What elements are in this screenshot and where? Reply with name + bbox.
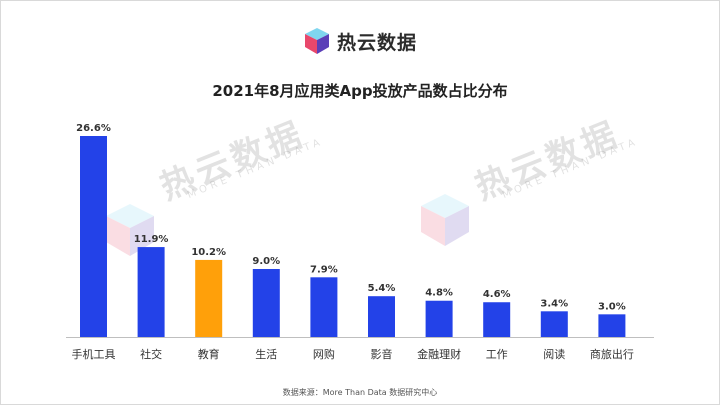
bar-1 [137, 247, 165, 337]
bar-5 [368, 296, 395, 337]
data-label-3: 9.0% [252, 256, 280, 267]
logo-cube-icon [304, 28, 329, 54]
bar-9 [598, 314, 626, 337]
data-label-6: 4.8% [425, 288, 453, 299]
category-label-4: 网购 [313, 347, 335, 361]
category-label-3: 生活 [255, 347, 277, 361]
category-label-0: 手机工具 [72, 347, 116, 361]
bar-6 [425, 300, 453, 337]
data-label-2: 10.2% [191, 247, 226, 258]
source-note: 数据来源：More Than Data 数据研究中心 [282, 388, 438, 397]
bar-3 [252, 268, 280, 337]
data-label-4: 7.9% [310, 264, 338, 275]
category-label-8: 阅读 [543, 347, 565, 361]
brand-logo: 热云数据 [0, 24, 720, 58]
data-label-1: 11.9% [134, 234, 169, 245]
category-label-6: 金融理财 [417, 347, 461, 361]
category-label-2: 教育 [198, 347, 220, 361]
data-label-0: 26.6% [76, 123, 111, 134]
category-label-9: 商旅出行 [590, 347, 634, 361]
chart-title: 2021年8月应用类App投放产品数占比分布 [212, 82, 508, 100]
bar-0 [80, 136, 107, 337]
data-label-9: 3.0% [598, 301, 626, 312]
data-label-8: 3.4% [540, 298, 568, 309]
data-label-5: 5.4% [368, 283, 396, 294]
category-label-5: 影音 [371, 347, 393, 361]
brand-name: 热云数据 [336, 31, 417, 54]
category-label-7: 工作 [486, 348, 508, 361]
data-label-7: 4.6% [483, 289, 511, 300]
bar-4 [310, 277, 338, 337]
bar-7 [483, 302, 511, 337]
bar-8 [540, 311, 568, 337]
category-label-1: 社交 [140, 347, 162, 361]
bar-2 [195, 259, 223, 337]
